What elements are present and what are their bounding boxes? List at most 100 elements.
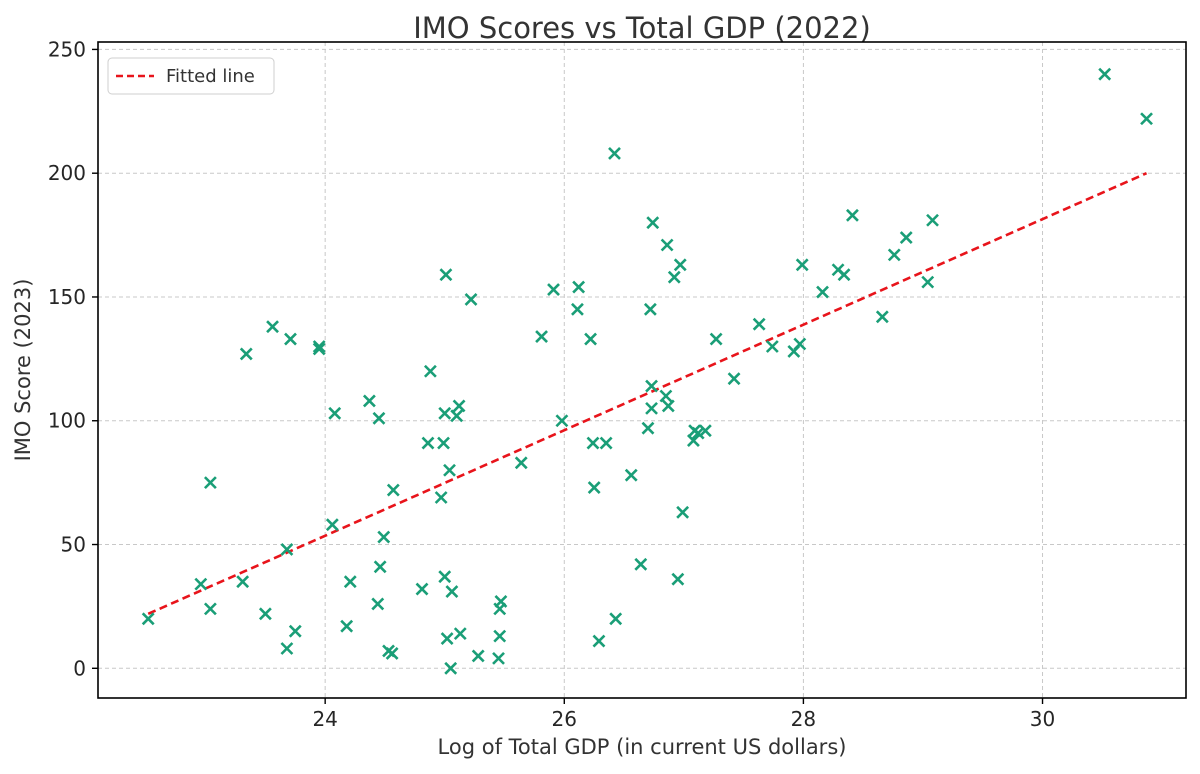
data-point (312, 342, 326, 356)
data-point (386, 483, 400, 497)
data-point (599, 436, 613, 450)
data-point (203, 602, 217, 616)
data-point (362, 394, 376, 408)
data-point (660, 238, 674, 252)
data-point (438, 406, 452, 420)
data-point (437, 436, 450, 450)
data-point (141, 612, 155, 626)
x-axis-ticks: 24 26 28 30 (312, 698, 1055, 731)
data-point (547, 283, 560, 296)
data-point (440, 632, 454, 646)
data-point (698, 424, 712, 438)
data-point (493, 629, 507, 643)
y-axis-label: IMO Score (2023) (11, 279, 35, 462)
x-tick-label: 26 (552, 707, 577, 731)
chart-title: IMO Scores vs Total GDP (2022) (413, 11, 871, 45)
data-point (624, 468, 638, 482)
data-point (266, 320, 279, 334)
data-point (280, 543, 294, 556)
data-point (727, 372, 741, 386)
data-point (439, 268, 453, 282)
data-point (373, 560, 387, 574)
data-point (887, 248, 901, 262)
data-point (846, 208, 859, 222)
data-point (415, 582, 429, 596)
data-point (634, 557, 648, 571)
x-tick-label: 30 (1030, 707, 1055, 731)
data-point (423, 364, 437, 378)
data-point (608, 146, 621, 160)
data-point (837, 268, 851, 282)
data-point (659, 389, 673, 403)
data-point (571, 302, 584, 316)
data-point (671, 572, 685, 586)
y-tick-label: 0 (73, 656, 86, 680)
data-point (587, 481, 601, 495)
data-point (328, 406, 342, 420)
data-point (236, 575, 250, 589)
data-point (1140, 112, 1153, 126)
data-point (875, 310, 889, 324)
legend-box (107, 57, 275, 95)
data-point (609, 612, 623, 626)
data-point (645, 379, 658, 393)
data-point (258, 607, 272, 621)
data-point (643, 302, 657, 316)
data-point (572, 280, 586, 294)
data-point (1098, 67, 1112, 81)
data-point (343, 575, 357, 589)
data-point (646, 216, 660, 230)
data-point (443, 463, 456, 477)
data-point (676, 505, 690, 519)
data-point (555, 414, 569, 428)
data-point (795, 258, 809, 272)
plot-frame (97, 41, 1187, 699)
fitted-line-layer (147, 172, 1148, 616)
data-point (592, 634, 606, 648)
fitted-line (147, 172, 1148, 616)
legend: Fitted line (107, 57, 275, 95)
data-point (385, 647, 399, 660)
data-point (691, 426, 705, 440)
data-point (793, 337, 807, 351)
data-point (645, 401, 658, 415)
data-point (535, 330, 548, 344)
data-point (434, 491, 448, 504)
data-point (641, 421, 655, 435)
data-point (445, 585, 459, 598)
data-point (686, 434, 700, 447)
data-point (765, 340, 779, 353)
data-point (667, 270, 681, 284)
data-point (288, 624, 302, 638)
data-point (284, 332, 297, 346)
data-point (921, 275, 935, 289)
grid (98, 42, 1186, 698)
data-point (752, 317, 766, 331)
data-point (586, 436, 600, 450)
data-point (421, 436, 435, 450)
data-point (371, 597, 385, 611)
data-point (280, 642, 294, 655)
data-point (340, 619, 354, 633)
data-point (194, 577, 208, 591)
data-point (494, 595, 508, 608)
data-point (471, 649, 485, 663)
data-point (514, 456, 528, 470)
data-point (312, 340, 326, 353)
data-point (464, 293, 478, 306)
data-point (452, 399, 466, 413)
x-tick-label: 28 (791, 707, 816, 731)
x-tick-label: 24 (312, 707, 337, 731)
data-point (661, 399, 675, 413)
y-tick-label: 250 (48, 37, 86, 61)
legend-fitted-line-label: Fitted line (166, 66, 255, 87)
y-axis-ticks: 0 50 100 150 200 250 (48, 37, 98, 680)
data-point (377, 530, 391, 544)
y-tick-label: 50 (61, 533, 86, 557)
data-point (709, 332, 723, 346)
data-point (444, 661, 458, 675)
data-point (673, 258, 687, 272)
y-tick-label: 100 (48, 409, 86, 433)
data-point (453, 627, 467, 641)
